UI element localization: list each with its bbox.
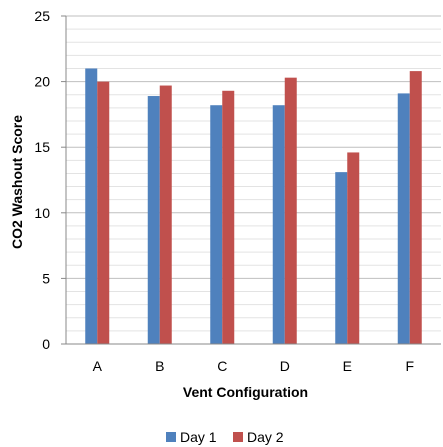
y-tick-label: 0 [42,336,50,352]
y-tick-label: 5 [42,270,50,286]
bar-day-2-c [222,90,235,344]
bars [85,68,422,345]
bar-day-2-d [284,77,297,344]
bar-day-1-c [210,105,223,344]
gridlines [66,15,441,345]
bar-day-1-b [147,96,160,344]
bar-day-1-f [397,93,410,345]
y-tick-label: 10 [34,205,50,221]
x-tick-label: F [405,358,414,374]
x-axis-title: Vent Configuration [183,384,308,400]
y-tick-label: 20 [34,74,50,90]
legend-swatch [166,432,176,442]
legend-label: Day 2 [247,429,284,445]
x-tick-label: D [280,358,290,374]
bar-day-2-a [97,81,110,344]
x-tick-label: B [155,358,164,374]
x-tick-label: C [217,358,227,374]
x-tick-label: E [343,358,352,374]
y-tick-label: 15 [34,139,50,155]
y-tick-label: 25 [34,8,50,24]
bar-day-1-e [335,172,348,344]
bar-day-2-b [159,85,172,344]
legend-swatch [233,432,243,442]
legend-label: Day 1 [180,429,217,445]
y-tick-labels: 0 5 10 15 20 25 [34,8,66,352]
x-tick-label: A [93,358,103,374]
y-axis-title: CO2 Washout Score [9,115,25,249]
bar-day-2-f [409,71,422,344]
x-tick-labels: A B C D E F [93,358,414,374]
legend: Day 1 Day 2 [166,429,284,445]
bar-day-2-e [347,152,360,344]
bar-day-1-d [272,105,285,344]
bar-day-1-a [85,68,98,344]
